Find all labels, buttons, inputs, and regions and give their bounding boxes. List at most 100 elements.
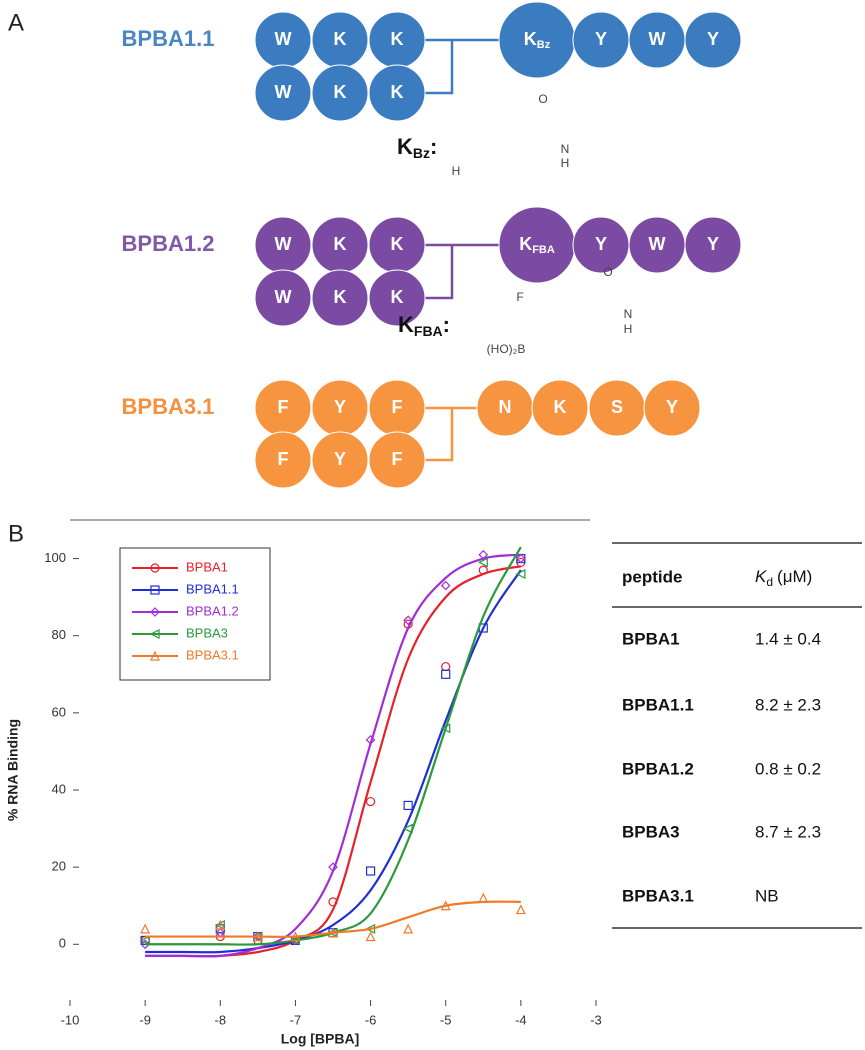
- data-point: [441, 669, 451, 679]
- linker: [425, 243, 500, 300]
- kd-symbol: K: [755, 567, 767, 586]
- structure-atom: F: [516, 290, 523, 304]
- residue-subscript: FBA: [532, 244, 555, 256]
- residue-letter: KFBA: [519, 234, 555, 256]
- panel-label: A: [8, 9, 24, 36]
- fit-curve: [145, 900, 521, 938]
- residue-letter: W: [275, 287, 292, 307]
- structure-atom: H: [452, 164, 461, 178]
- residue-letter: K: [334, 29, 347, 49]
- data-point: [403, 615, 413, 626]
- x-tick-label: -6: [365, 1012, 377, 1027]
- x-tick-label: -8: [215, 1012, 227, 1027]
- fit-curve: [145, 546, 522, 946]
- data-point: [290, 931, 301, 942]
- x-tick-label: -7: [290, 1012, 302, 1027]
- table-peptide: BPBA1.2: [622, 759, 694, 778]
- x-tick-label: -3: [590, 1012, 602, 1027]
- x-tick-label: -5: [440, 1012, 452, 1027]
- table-peptide: BPBA1.1: [622, 695, 694, 714]
- residue-bead: [684, 11, 742, 69]
- residue-letter: W: [275, 82, 292, 102]
- residue-letter: K: [334, 234, 347, 254]
- data-point: [140, 939, 150, 950]
- peptide-name: BPBA3.1: [122, 394, 215, 419]
- residue-letter: W: [275, 234, 292, 254]
- table-kd: NB: [755, 886, 779, 905]
- data-point: [328, 897, 338, 907]
- table-kd: 0.8 ± 0.2: [755, 759, 821, 778]
- residue-letter: Y: [707, 234, 719, 254]
- y-tick-label: 0: [59, 936, 66, 951]
- data-point: [403, 923, 414, 934]
- residue-bead: [684, 216, 742, 274]
- residue-letter: Y: [334, 449, 346, 469]
- residue-letter: F: [392, 449, 403, 469]
- table-header: Kd (μM): [755, 567, 812, 589]
- data-point: [441, 661, 451, 672]
- residue-letter: Y: [595, 29, 607, 49]
- data-point: [477, 557, 488, 568]
- kd-unit: (μM): [777, 567, 812, 586]
- table-peptide: BPBA3.1: [622, 886, 694, 905]
- residue-bead: [368, 269, 426, 327]
- kd-subscript: d: [766, 575, 773, 589]
- residue-letter: F: [392, 397, 403, 417]
- residue-letter: N: [499, 397, 512, 417]
- residue-bead: [254, 431, 312, 489]
- table-kd: 8.7 ± 2.3: [755, 822, 821, 841]
- residue-letter: K: [524, 29, 537, 49]
- structure-atom: (HO)₂B: [487, 342, 526, 356]
- residue-bead: [311, 64, 369, 122]
- residue-letter: KBz: [524, 29, 551, 51]
- table-peptide: BPBA1: [622, 629, 680, 648]
- residue-letter: F: [278, 449, 289, 469]
- legend-marker: [150, 607, 160, 617]
- residue-bead: [311, 431, 369, 489]
- data-point: [516, 553, 526, 564]
- y-tick-label: 20: [52, 859, 66, 874]
- mod-subscript: FBA: [414, 323, 443, 339]
- data-point: [140, 923, 151, 934]
- x-tick-label: -9: [139, 1012, 151, 1027]
- data-point: [214, 920, 225, 930]
- x-tick-label: -4: [515, 1012, 527, 1027]
- legend-marker: [150, 650, 160, 661]
- structure-atom: O: [538, 92, 547, 106]
- residue-letter: Y: [595, 234, 607, 254]
- data-point: [478, 565, 488, 575]
- residue-letter: F: [278, 397, 289, 417]
- residue-letter: K: [391, 82, 404, 102]
- linker: [425, 38, 500, 95]
- x-axis-title: Log [BPBA]: [281, 1031, 360, 1047]
- legend-label: BPBA3: [186, 625, 228, 640]
- data-point: [252, 931, 263, 942]
- data-point: [478, 549, 489, 560]
- residue-letter: W: [649, 234, 666, 254]
- legend-label: BPBA3.1: [186, 647, 239, 662]
- data-point: [402, 823, 413, 834]
- data-point: [478, 892, 489, 903]
- modification-label: KBz:: [397, 134, 437, 161]
- data-point: [440, 723, 451, 734]
- residue-letter: K: [519, 234, 532, 254]
- y-tick-label: 80: [52, 627, 66, 642]
- residue-letter: Y: [707, 29, 719, 49]
- legend-label: BPBA1: [186, 559, 228, 574]
- mod-letter: K: [398, 312, 414, 337]
- residue-letter: K: [391, 29, 404, 49]
- residue-bead: [368, 64, 426, 122]
- y-tick-label: 60: [52, 704, 66, 719]
- data-point: [515, 569, 526, 579]
- residue-bead: [254, 269, 312, 327]
- mod-colon: :: [430, 134, 437, 159]
- residue-letter: K: [334, 287, 347, 307]
- mod-colon: :: [443, 312, 450, 337]
- mod-letter: K: [397, 134, 413, 159]
- structure-atom: N: [561, 142, 570, 156]
- residue-letter: Y: [666, 397, 678, 417]
- y-axis-title: % RNA Binding: [5, 719, 21, 821]
- y-tick-label: 100: [44, 550, 66, 565]
